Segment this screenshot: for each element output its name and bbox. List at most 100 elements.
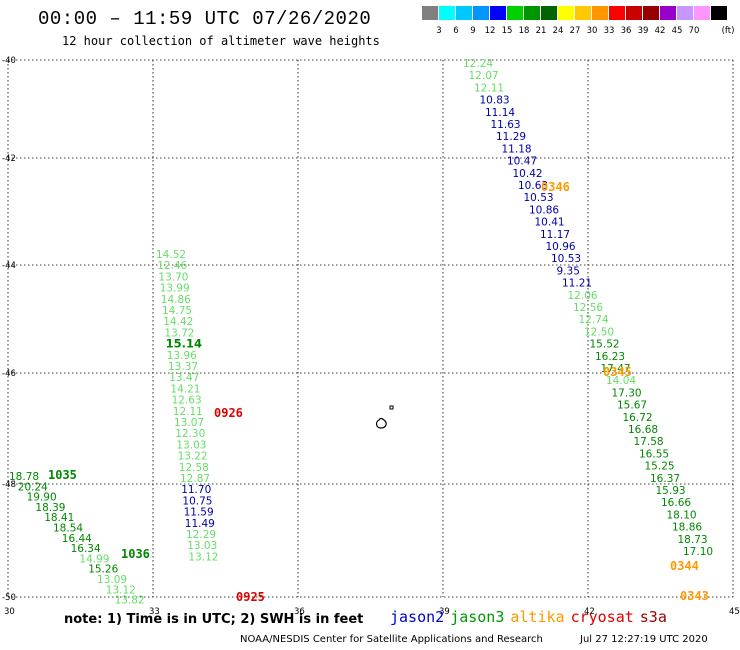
wave-height-value: 13.70: [158, 271, 188, 283]
lat-tick-label: -44: [2, 261, 16, 271]
lon-tick-label: 30: [4, 607, 15, 617]
wave-height-value: 15.26: [88, 564, 118, 576]
lat-tick-label: -48: [2, 480, 16, 490]
legend-label: 27: [569, 26, 581, 36]
wave-height-value: 10.96: [546, 241, 576, 253]
wave-height-value: 13.07: [174, 417, 204, 429]
legend-swatch: [490, 6, 506, 20]
wave-height-value: 11.49: [185, 518, 215, 530]
wave-height-value: 13.03: [176, 439, 206, 451]
wave-height-value: 20.24: [18, 481, 48, 493]
wave-height-value: 14.86: [161, 294, 191, 306]
wave-height-value: 12.56: [573, 302, 603, 314]
wave-height-value: 12.07: [469, 70, 499, 82]
legend-swatch: [643, 6, 659, 20]
lon-tick-label: 45: [729, 607, 740, 617]
wave-height-value: 14.04: [606, 375, 636, 387]
lon-tick-label: 39: [439, 607, 450, 617]
wave-height-value: 10.42: [513, 168, 543, 180]
lon-tick-label: 33: [149, 607, 160, 617]
wave-height-value: 11.21: [562, 278, 592, 290]
legend-swatch: [507, 6, 523, 20]
wave-observations: 18.7820.2419.9018.3918.4118.5416.4416.34…: [9, 58, 713, 607]
wave-height-value: 11.59: [184, 507, 214, 519]
legend-swatch: [456, 6, 472, 20]
wave-height-value: 16.34: [71, 543, 101, 555]
wave-height-value: 10.53: [524, 192, 554, 204]
wave-height-value: 13.09: [97, 574, 127, 586]
legend-swatch: [677, 6, 693, 20]
lat-tick-label: -42: [2, 154, 16, 164]
wave-height-value: 10.83: [480, 95, 510, 107]
wave-height-value: 16.72: [623, 412, 653, 424]
wave-height-value: 12.06: [568, 290, 598, 302]
wave-height-value: 13.03: [187, 540, 217, 552]
lat-tick-label: -50: [2, 593, 16, 603]
wave-height-value: 16.23: [595, 351, 625, 363]
wave-height-value: 15.67: [617, 400, 647, 412]
wave-height-value: 18.10: [667, 509, 697, 521]
lat-tick-label: -46: [2, 369, 16, 379]
wave-height-value: 12.63: [172, 395, 202, 407]
wave-height-value: 16.68: [628, 424, 658, 436]
pass-time-label: 0344: [670, 559, 699, 573]
wave-height-value: 14.42: [163, 316, 193, 328]
wave-height-value: 13.47: [169, 372, 199, 384]
legend-label: 12: [484, 26, 496, 36]
legend-swatch: [575, 6, 591, 20]
satellite-name: altika: [510, 608, 565, 626]
footer-credit: NOAA/NESDIS Center for Satellite Applica…: [240, 634, 543, 645]
legend-label: 9: [470, 26, 476, 36]
wave-height-value: 15.25: [645, 461, 675, 473]
lat-tick-label: -40: [2, 56, 16, 66]
wave-height-value: 10.47: [507, 156, 537, 168]
legend-swatch: [524, 6, 540, 20]
generated-timestamp: Jul 27 12:27:19 UTC 2020: [580, 634, 708, 645]
wave-height-value: 14.21: [170, 383, 200, 395]
satellite-name: jason2: [390, 608, 445, 626]
wave-height-value: 13.37: [168, 361, 198, 373]
legend-swatch: [694, 6, 710, 20]
wave-height-value: 13.99: [160, 283, 190, 295]
wave-height-value: 10.53: [551, 253, 581, 265]
wave-height-value: 19.90: [27, 492, 57, 504]
wave-height-value: 16.37: [650, 473, 680, 485]
legend-label: 36: [620, 26, 632, 36]
legend-swatch: [592, 6, 608, 20]
wave-height-value: 12.11: [474, 82, 504, 94]
wave-height-value: 13.22: [178, 451, 208, 463]
wave-height-value: 11.63: [491, 119, 521, 131]
wave-height-value: 17.10: [683, 546, 713, 558]
wave-height-value: 10.86: [529, 204, 559, 216]
wave-height-value: 16.55: [639, 448, 669, 460]
wave-height-value: 11.17: [540, 229, 570, 241]
wave-height-value: 16.44: [62, 533, 92, 545]
wave-height-value: 15.93: [656, 485, 686, 497]
wave-height-value: 17.58: [634, 436, 664, 448]
pass-time-label: 0346: [541, 180, 570, 194]
satellite-name: cryosat: [570, 608, 634, 626]
pass-times: 1035 1036 0926 0925 0346 0345 0344 0343: [48, 180, 709, 604]
legend-swatch: [439, 6, 455, 20]
islet-outline: [389, 405, 394, 410]
wave-height-value: 18.73: [678, 534, 708, 546]
legend-swatch: [711, 6, 727, 20]
units-note: note: 1) Time is in UTC; 2) SWH is in fe…: [64, 612, 364, 627]
wave-height-value: 18.86: [672, 522, 702, 534]
legend-label: 18: [518, 26, 530, 36]
wave-height-value: 16.66: [661, 497, 691, 509]
wave-height-value: 11.70: [181, 484, 211, 496]
wave-height-value: 12.50: [584, 326, 614, 338]
lon-tick-label: 36: [294, 607, 305, 617]
legend-swatch: [541, 6, 557, 20]
pass-time-label: 0926: [214, 406, 243, 420]
wave-height-value: 11.29: [496, 131, 526, 143]
wave-height-value: 17.47: [601, 363, 631, 375]
wave-height-value: 9.35: [557, 265, 580, 277]
wave-height-value: 12.46: [157, 260, 187, 272]
chart-subtitle: 12 hour collection of altimeter wave hei…: [62, 34, 380, 48]
wave-height-value: 13.12: [188, 551, 218, 563]
wave-height-value: 12.58: [179, 462, 209, 474]
wave-height-value: 10.75: [182, 495, 212, 507]
